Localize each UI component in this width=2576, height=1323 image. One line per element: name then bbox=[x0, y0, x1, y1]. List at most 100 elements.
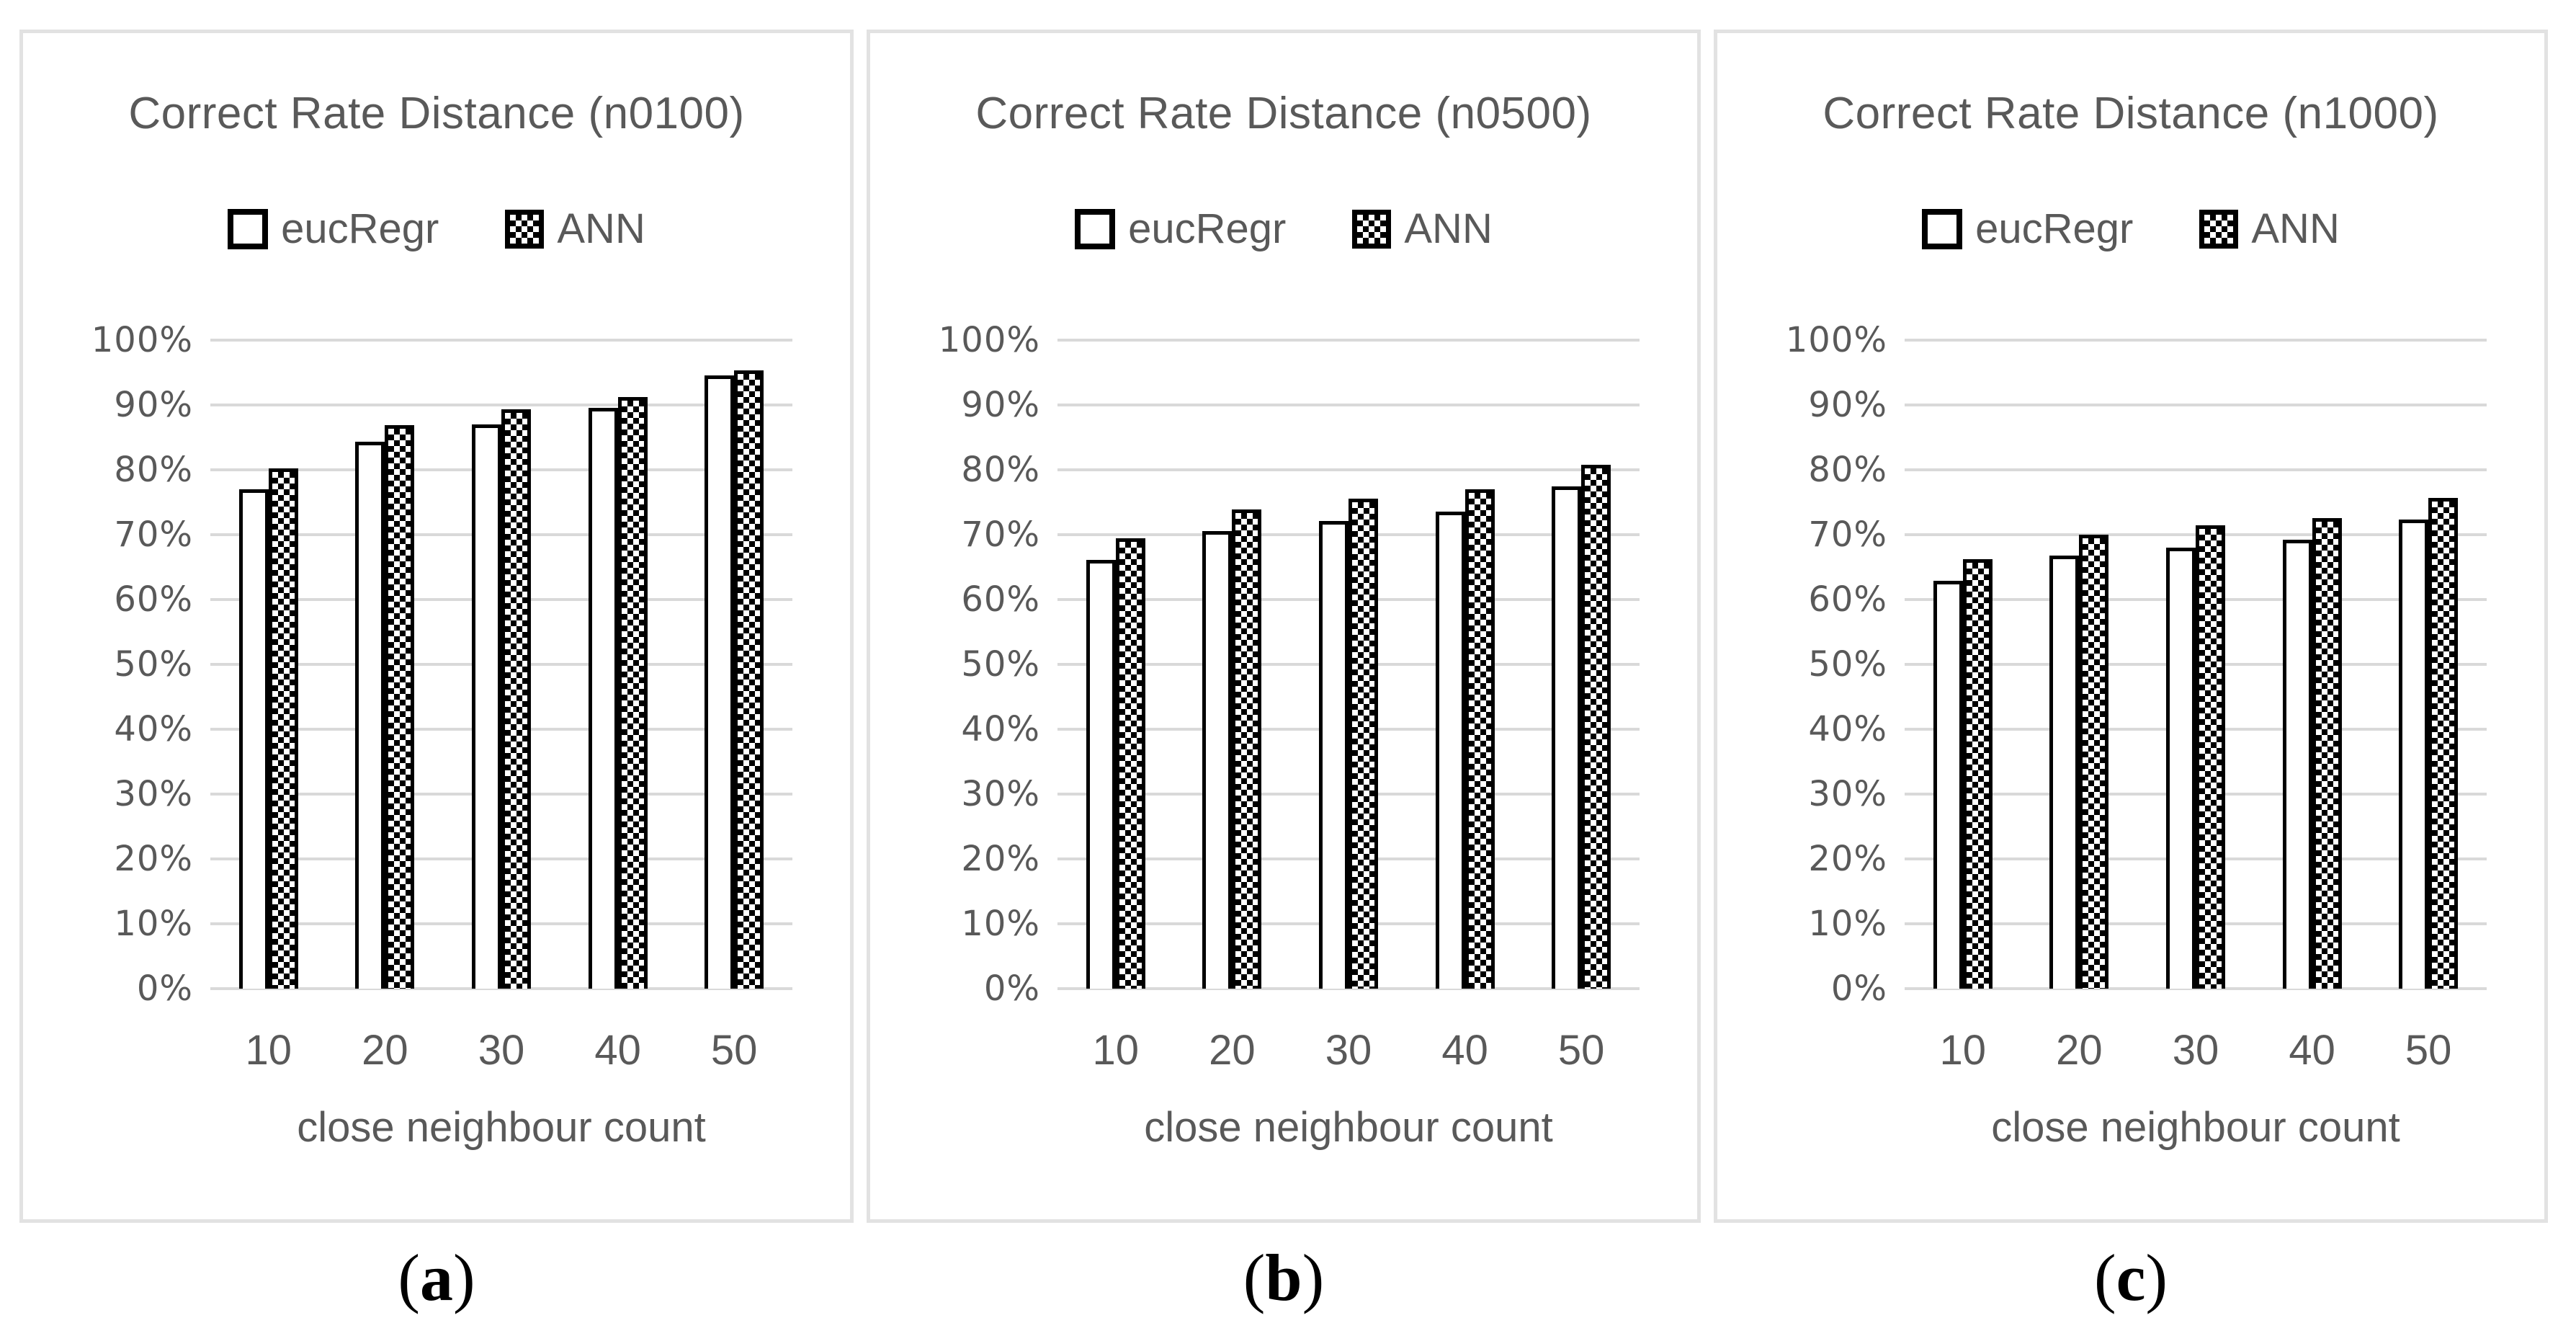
legend: eucRegr ANN bbox=[23, 205, 850, 253]
bar-ann-30 bbox=[2196, 525, 2225, 989]
bar-eucregr-50 bbox=[1552, 486, 1582, 989]
legend-label-eucregr: eucRegr bbox=[1128, 205, 1287, 252]
gridline-80% bbox=[1057, 468, 1640, 471]
gridline-100% bbox=[1905, 339, 2487, 342]
y-tick-label-100%: 100% bbox=[938, 320, 1040, 360]
legend-label-ann: ANN bbox=[1404, 205, 1493, 252]
bar-ann-50 bbox=[2428, 498, 2459, 989]
bar-eucregr-30 bbox=[1319, 521, 1349, 989]
y-tick-label-0%: 0% bbox=[1830, 968, 1887, 1009]
gridline-0% bbox=[210, 987, 792, 990]
legend-item-ann: ANN bbox=[505, 205, 645, 253]
y-tick-label-60%: 60% bbox=[1808, 579, 1887, 620]
legend-swatch-eucregr-icon bbox=[1075, 208, 1116, 249]
bar-eucregr-20 bbox=[1202, 531, 1233, 989]
bar-ann-30 bbox=[501, 409, 531, 989]
legend-swatch-eucregr-icon bbox=[228, 208, 269, 249]
bar-ann-20 bbox=[385, 425, 415, 989]
legend-swatch-eucregr-icon bbox=[1922, 208, 1963, 249]
y-tick-label-30%: 30% bbox=[961, 774, 1040, 814]
chart-panel-n1000: Correct Rate Distance (n1000) eucRegr AN… bbox=[1714, 30, 2548, 1223]
gridline-0% bbox=[1905, 987, 2487, 990]
chart-panel-n0100: Correct Rate Distance (n0100) eucRegr AN… bbox=[19, 30, 854, 1223]
legend-label-eucregr: eucRegr bbox=[1975, 205, 2134, 252]
x-tick-label-30: 30 bbox=[1325, 1027, 1372, 1074]
gridline-100% bbox=[210, 339, 792, 342]
y-tick-label-100%: 100% bbox=[91, 320, 193, 360]
bar-ann-10 bbox=[268, 468, 298, 989]
legend-item-ann: ANN bbox=[1352, 205, 1493, 253]
x-tick-label-50: 50 bbox=[2405, 1027, 2452, 1074]
x-tick-label-10: 10 bbox=[1939, 1027, 1987, 1074]
bar-ann-20 bbox=[1232, 509, 1262, 989]
legend-item-eucregr: eucRegr bbox=[1075, 205, 1286, 253]
y-tick-label-50%: 50% bbox=[114, 644, 193, 685]
y-tick-label-0%: 0% bbox=[983, 968, 1040, 1009]
chart-panel-n0500: Correct Rate Distance (n0500) eucRegr AN… bbox=[867, 30, 1701, 1223]
subfigure-b: Correct Rate Distance (n0500) eucRegr AN… bbox=[867, 30, 1701, 1314]
x-axis-title: close neighbour count bbox=[297, 1104, 706, 1151]
y-tick-label-20%: 20% bbox=[114, 839, 193, 879]
y-tick-label-90%: 90% bbox=[961, 385, 1040, 425]
gridline-80% bbox=[1905, 468, 2487, 471]
chart-title: Correct Rate Distance (n1000) bbox=[1823, 89, 2439, 138]
legend-label-eucregr: eucRegr bbox=[281, 205, 439, 252]
caption-paren-open: ( bbox=[1243, 1241, 1266, 1314]
y-tick-label-90%: 90% bbox=[114, 385, 193, 425]
bar-eucregr-50 bbox=[705, 375, 735, 989]
y-tick-label-0%: 0% bbox=[136, 968, 193, 1009]
legend-item-eucregr: eucRegr bbox=[228, 205, 439, 253]
y-tick-label-100%: 100% bbox=[1785, 320, 1887, 360]
bar-ann-40 bbox=[2312, 518, 2342, 989]
y-tick-label-90%: 90% bbox=[1808, 385, 1887, 425]
y-tick-label-30%: 30% bbox=[1808, 774, 1887, 814]
bar-eucregr-50 bbox=[2399, 520, 2429, 989]
bar-eucregr-10 bbox=[238, 489, 269, 989]
y-tick-label-50%: 50% bbox=[1808, 644, 1887, 685]
plot-area: 0% 10% 20% 30% 40% 50% 60% 70% 80% 90% 100% 10 20 30 4… bbox=[939, 320, 1640, 1074]
gridline-0% bbox=[1057, 987, 1640, 990]
x-tick-label-50: 50 bbox=[710, 1027, 758, 1074]
caption-paren-close: ) bbox=[2145, 1241, 2168, 1314]
x-axis-title: close neighbour count bbox=[1144, 1104, 1553, 1151]
legend-item-eucregr: eucRegr bbox=[1922, 205, 2133, 253]
legend-label-ann: ANN bbox=[557, 205, 645, 252]
y-tick-label-80%: 80% bbox=[114, 450, 193, 490]
gridline-100% bbox=[1057, 339, 1640, 342]
bar-ann-50 bbox=[1581, 465, 1611, 989]
caption-paren-open: ( bbox=[2093, 1241, 2116, 1314]
bar-eucregr-10 bbox=[1086, 560, 1116, 989]
bar-eucregr-20 bbox=[2049, 556, 2080, 989]
gridline-90% bbox=[210, 404, 792, 406]
x-axis-title: close neighbour count bbox=[1991, 1104, 2400, 1151]
y-tick-label-50%: 50% bbox=[961, 644, 1040, 685]
x-tick-label-10: 10 bbox=[1092, 1027, 1140, 1074]
y-tick-label-60%: 60% bbox=[114, 579, 193, 620]
bar-ann-10 bbox=[1962, 559, 1993, 989]
caption-letter: a bbox=[420, 1241, 453, 1314]
x-tick-label-20: 20 bbox=[362, 1027, 408, 1074]
caption-letter: b bbox=[1265, 1241, 1302, 1314]
plot-area: 0% 10% 20% 30% 40% 50% 60% 70% 80% 90% 100% 10 20 30 4… bbox=[91, 320, 792, 1074]
x-tick-label-20: 20 bbox=[2056, 1027, 2103, 1074]
bar-eucregr-40 bbox=[1435, 512, 1465, 989]
x-tick-label-40: 40 bbox=[2289, 1027, 2335, 1074]
gridline-90% bbox=[1057, 404, 1640, 406]
caption-paren-open: ( bbox=[398, 1241, 420, 1314]
bar-eucregr-20 bbox=[355, 442, 385, 989]
x-tick-label-30: 30 bbox=[478, 1027, 525, 1074]
y-tick-label-40%: 40% bbox=[1808, 709, 1887, 749]
x-tick-label-10: 10 bbox=[245, 1027, 292, 1074]
chart-title: Correct Rate Distance (n0500) bbox=[975, 89, 1592, 138]
bar-eucregr-10 bbox=[1933, 581, 1963, 989]
subfigure-caption-a: (a) bbox=[19, 1241, 854, 1314]
caption-paren-close: ) bbox=[453, 1241, 475, 1314]
x-tick-label-20: 20 bbox=[1209, 1027, 1256, 1074]
y-tick-label-80%: 80% bbox=[961, 450, 1040, 490]
legend: eucRegr ANN bbox=[870, 205, 1697, 253]
subfigure-caption-c: (c) bbox=[1714, 1241, 2548, 1314]
legend-swatch-ann-icon bbox=[2199, 209, 2239, 249]
legend-swatch-ann-icon bbox=[1352, 209, 1392, 249]
y-tick-label-60%: 60% bbox=[961, 579, 1040, 620]
